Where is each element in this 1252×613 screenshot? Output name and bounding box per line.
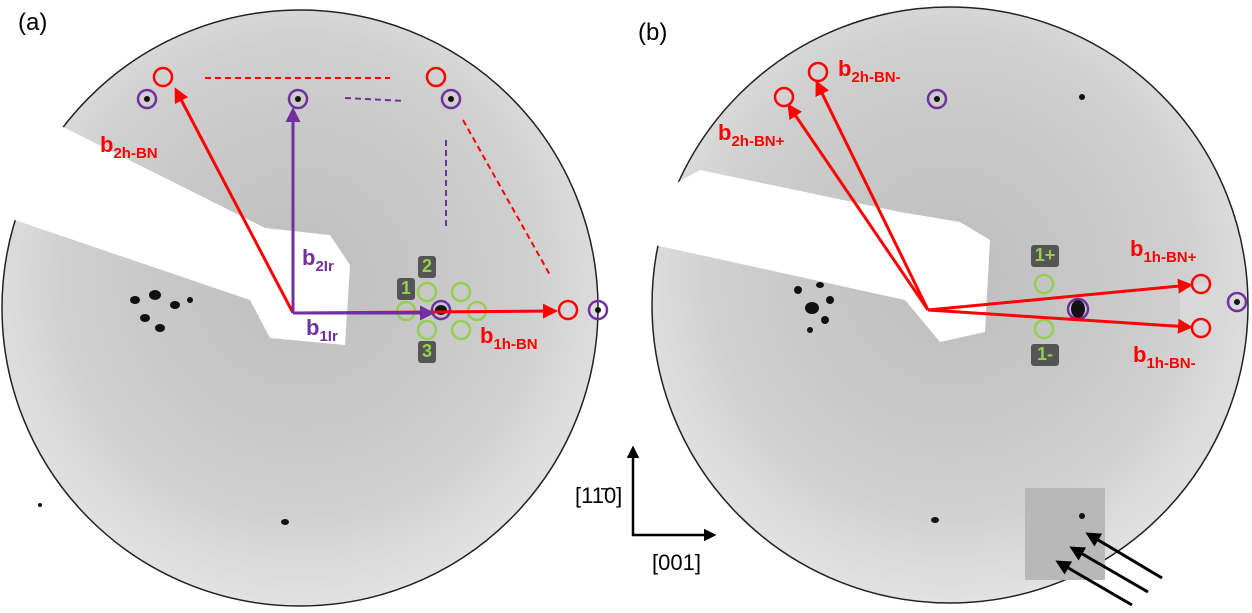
spot <box>805 302 819 314</box>
mark: 2h-BN <box>113 145 157 162</box>
panel-label: (b) <box>638 19 667 46</box>
spot <box>155 324 165 332</box>
spot <box>826 296 834 304</box>
mark: b <box>480 323 493 348</box>
mark: b <box>1133 342 1146 367</box>
spot <box>807 327 813 333</box>
axis-label: [11̄0] <box>575 483 622 508</box>
axes-indicator: [11̄0] [001] <box>575 448 714 575</box>
mark: 1h-BN+ <box>1143 249 1196 266</box>
spot <box>170 301 180 309</box>
spot <box>821 316 829 324</box>
mark: b <box>718 120 731 145</box>
spot <box>435 305 447 315</box>
spot <box>187 297 193 303</box>
spot <box>281 519 289 525</box>
spot-marker <box>144 96 150 102</box>
spot <box>931 517 939 523</box>
mark: b <box>1130 236 1143 261</box>
mark: b <box>100 132 113 157</box>
mark: b <box>302 245 315 270</box>
spot <box>149 290 161 300</box>
spot <box>816 282 824 288</box>
mark: 2h-BN+ <box>731 133 784 150</box>
mark: 2h-BN- <box>851 69 900 86</box>
mark: 1h-BN- <box>1146 355 1195 372</box>
spot <box>38 503 42 507</box>
spot <box>1079 94 1085 100</box>
spot-marker <box>595 307 601 313</box>
spot-label: 2 <box>422 256 432 276</box>
spot <box>1071 300 1085 318</box>
spot-marker <box>934 96 940 102</box>
mark: b <box>306 315 319 340</box>
panel-label: (a) <box>18 9 47 36</box>
spot <box>1079 513 1085 519</box>
spot-marker <box>1234 299 1240 305</box>
panel-b: (b) b2h-BN- b2h-BN+ b1h-BN+ b1h-BN- 1+ 1… <box>638 7 1248 605</box>
spot-label: 1- <box>1037 344 1053 364</box>
spot <box>130 296 140 304</box>
mark: 1h-BN <box>493 336 537 353</box>
mark: 2Ir <box>315 258 334 275</box>
spot <box>140 314 150 322</box>
panel-a: (a) b2h-BN b2Ir b1Ir b1h-BN 2 1 3 <box>0 9 607 606</box>
spot-label: 1+ <box>1035 245 1056 265</box>
figure: (a) b2h-BN b2Ir b1Ir b1h-BN 2 1 3 (b) <box>0 0 1252 613</box>
spot-label: 3 <box>422 341 432 361</box>
spot-marker <box>295 96 301 102</box>
spot-label: 1 <box>401 278 411 298</box>
spot <box>794 286 802 294</box>
mark: 1Ir <box>319 328 338 345</box>
inset <box>1180 284 1225 330</box>
mark: b <box>838 56 851 81</box>
spot-marker <box>448 96 454 102</box>
axis-label: [001] <box>652 550 701 575</box>
